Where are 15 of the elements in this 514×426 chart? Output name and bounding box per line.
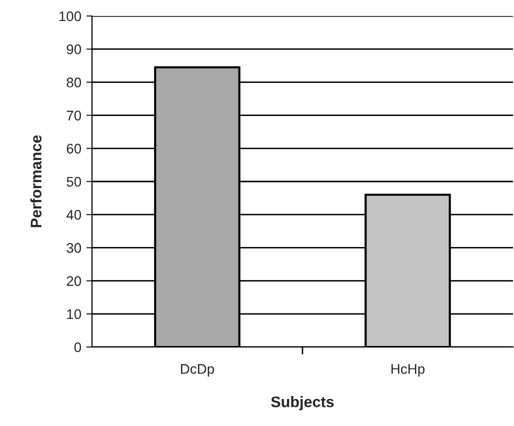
y-tick-label: 70 (66, 110, 82, 120)
y-tick-label: 90 (66, 44, 82, 54)
x-tick-label: DcDp (181, 364, 214, 377)
y-tick-label: 100 (59, 11, 82, 22)
y-tick-label: 20 (66, 276, 82, 286)
y-axis-title: Performance (30, 135, 42, 228)
x-tick-label: HcHp (392, 364, 425, 377)
y-tick-label: 80 (66, 78, 82, 88)
x-axis-title: Subjects (271, 396, 334, 410)
y-tick-label: 0 (74, 342, 82, 352)
y-tick-label: 60 (66, 144, 82, 154)
y-tick-label: 40 (66, 210, 82, 220)
y-tick-label: 10 (67, 309, 82, 320)
y-tick-label: 30 (66, 243, 82, 253)
y-tick-label: 50 (66, 176, 82, 187)
